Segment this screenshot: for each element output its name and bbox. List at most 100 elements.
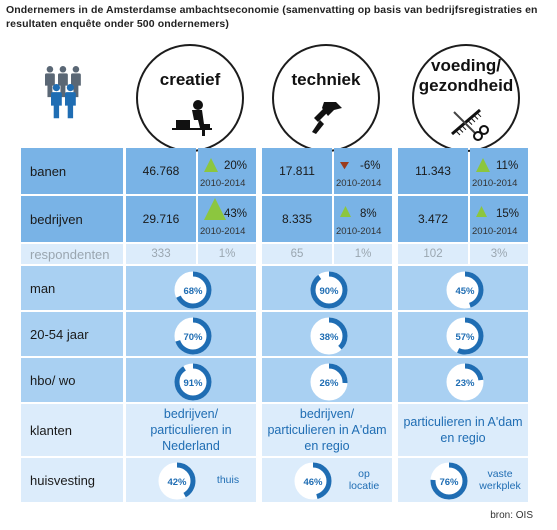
percentage-donut: 42% — [158, 462, 196, 500]
donut-label: 42% — [167, 477, 187, 488]
donut-segment — [174, 363, 212, 401]
banen-change: 20% — [224, 160, 248, 172]
klanten-text: Nederland — [162, 439, 220, 453]
huisvesting-text-line: locatie — [348, 480, 380, 492]
percentage-donut: 46% — [294, 462, 332, 500]
hbo-cell: 91% — [126, 358, 256, 402]
bedrijven-value: 29.716 — [126, 196, 196, 242]
donut-segment — [158, 462, 196, 500]
hbo-cell: 26% — [262, 358, 392, 402]
donut-segment — [174, 317, 212, 355]
donut-segment — [430, 462, 468, 500]
respondenten-count: 333 — [126, 244, 196, 264]
row-label: bedrijven — [21, 196, 123, 242]
sector-circle-techniek: techniek — [272, 44, 380, 152]
klanten-text: particulieren in A'dam — [267, 423, 387, 437]
percentage-donut: 26% — [310, 363, 348, 401]
trend-up-icon — [204, 198, 226, 220]
banen-change-cell: 20% 2010-2014 — [198, 148, 256, 194]
respondenten-count: 65 — [262, 244, 332, 264]
donut-label: 91% — [183, 378, 203, 389]
trend-up-icon — [476, 158, 490, 172]
bedrijven-change: 43% — [224, 208, 248, 220]
trend-up-icon — [204, 158, 218, 172]
period-label: 2010-2014 — [200, 226, 246, 237]
bedrijven-change-cell: 8% 2010-2014 — [334, 196, 392, 242]
klanten-text: particulieren in — [150, 423, 232, 437]
bedrijven-change: 8% — [360, 208, 377, 220]
donut-label: 90% — [319, 286, 339, 297]
donut-segment — [446, 271, 484, 309]
bedrijven-change: 15% — [496, 208, 520, 220]
huisvesting-text-line: werkplek — [479, 480, 521, 492]
person-at-laptop-icon — [172, 100, 212, 136]
banen-value: 11.343 — [398, 148, 468, 194]
period-label: 2010-2014 — [200, 178, 246, 189]
age-cell: 57% — [398, 312, 528, 356]
period-label: 2010-2014 — [472, 178, 518, 189]
bedrijven-change-cell: 43% 2010-2014 — [198, 196, 256, 242]
bedrijven-change-cell: 15% 2010-2014 — [470, 196, 528, 242]
row-huisvesting: huisvesting 42% thuis 46% op locatie 76% vaste w… — [21, 458, 535, 502]
donut-label: 70% — [183, 332, 203, 343]
huisvesting-cell: 76% vaste werkplek — [398, 458, 528, 502]
trend-up-icon — [340, 206, 351, 217]
row-age: 20-54 jaar 70% 38% 57% — [21, 312, 535, 356]
people-group-icon — [45, 66, 81, 119]
donut-segment — [446, 363, 484, 401]
row-respondenten: respondenten 333 1% 65 1% 102 3% — [21, 244, 535, 264]
huisvesting-text: thuis — [202, 474, 254, 486]
row-label: hbo/ wo — [21, 358, 123, 402]
man-cell: 45% — [398, 266, 528, 310]
row-label: banen — [21, 148, 123, 194]
period-label: 2010-2014 — [336, 178, 382, 189]
donut-label: 45% — [455, 286, 475, 297]
klanten-cell: particulieren in A'dam en regio — [398, 404, 528, 456]
huisvesting-cell: 46% op locatie — [262, 458, 392, 502]
donut-segment — [310, 317, 348, 355]
klanten-cell: bedrijven/particulieren in Nederland — [126, 404, 256, 456]
percentage-donut: 91% — [174, 363, 212, 401]
sector-label: voeding/ — [431, 56, 501, 75]
donut-label: 26% — [319, 378, 339, 389]
banen-change: 11% — [496, 160, 519, 172]
percentage-donut: 90% — [310, 271, 348, 309]
donut-segment — [310, 271, 348, 309]
respondenten-pct: 1% — [198, 244, 256, 264]
respondenten-pct: 3% — [470, 244, 528, 264]
huisvesting-text: vaste werkplek — [474, 468, 526, 492]
age-cell: 70% — [126, 312, 256, 356]
period-label: 2010-2014 — [336, 226, 382, 237]
klanten-text: bedrijven/ — [163, 407, 219, 421]
donut-label: 76% — [439, 477, 459, 488]
donut-label: 23% — [455, 378, 475, 389]
percentage-donut: 68% — [174, 271, 212, 309]
percentage-donut: 45% — [446, 271, 484, 309]
hbo-cell: 23% — [398, 358, 528, 402]
sector-circle-voeding: voeding/gezondheid — [412, 44, 520, 152]
huisvesting-text-line: thuis — [216, 474, 240, 486]
klanten-text: en regio — [440, 431, 486, 445]
klanten-text: particulieren in A'dam — [403, 415, 523, 429]
percentage-donut: 76% — [430, 462, 468, 500]
donut-label: 57% — [455, 332, 475, 343]
percentage-donut: 70% — [174, 317, 212, 355]
percentage-donut: 23% — [446, 363, 484, 401]
man-cell: 90% — [262, 266, 392, 310]
row-man: man 68% 90% 45% — [21, 266, 535, 310]
sector-label: creatief — [159, 70, 221, 89]
klanten-text: bedrijven/ — [299, 407, 355, 421]
row-label: man — [21, 266, 123, 310]
source-note: bron: OIS — [490, 510, 533, 521]
donut-segment — [446, 317, 484, 355]
klanten-cell: bedrijven/particulieren in A'dam en regio — [262, 404, 392, 456]
page-title: Ondernemers in de Amsterdamse ambachtsec… — [6, 4, 538, 30]
comb-scissors-icon — [451, 108, 489, 141]
row-banen: banen 46.768 20% 2010-2014 17.811 -6% 2010-201… — [21, 148, 535, 194]
row-bedrijven: bedrijven 29.716 43% 2010-2014 8.335 8% 2010-2… — [21, 196, 535, 242]
period-label: 2010-2014 — [472, 226, 518, 237]
banen-value: 46.768 — [126, 148, 196, 194]
banen-change: -6% — [360, 160, 381, 172]
respondenten-count: 102 — [398, 244, 468, 264]
huisvesting-text-line: op — [358, 468, 370, 480]
